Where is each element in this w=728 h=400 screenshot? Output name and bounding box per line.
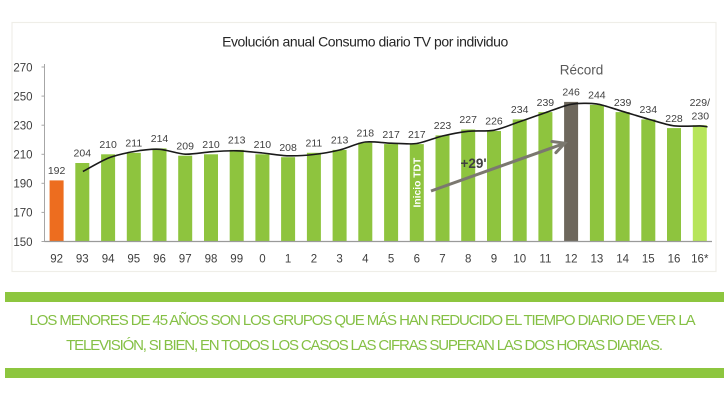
svg-text:97: 97	[179, 253, 192, 265]
svg-text:217: 217	[382, 129, 400, 141]
svg-text:16*: 16*	[691, 253, 709, 265]
svg-text:210: 210	[254, 139, 272, 151]
svg-text:230: 230	[692, 111, 710, 123]
svg-text:190: 190	[13, 179, 32, 191]
svg-text:96: 96	[153, 253, 166, 265]
svg-text:211: 211	[125, 138, 142, 150]
svg-text:0: 0	[259, 253, 265, 265]
svg-text:14: 14	[616, 253, 629, 265]
svg-text:246: 246	[562, 87, 580, 99]
svg-text:214: 214	[151, 133, 169, 145]
svg-text:209: 209	[176, 140, 194, 152]
svg-text:150: 150	[13, 237, 32, 249]
svg-text:9: 9	[491, 253, 497, 265]
svg-text:228: 228	[665, 113, 683, 125]
svg-text:210: 210	[202, 139, 220, 151]
svg-text:244: 244	[588, 90, 606, 102]
svg-text:210: 210	[13, 150, 32, 162]
svg-text:92: 92	[50, 253, 63, 265]
svg-text:204: 204	[74, 148, 92, 160]
svg-text:10: 10	[513, 253, 526, 265]
svg-text:4: 4	[362, 253, 369, 265]
svg-text:217: 217	[408, 129, 426, 141]
svg-text:234: 234	[511, 104, 529, 116]
svg-text:Inicio TDT: Inicio TDT	[413, 157, 424, 207]
svg-text:16: 16	[668, 253, 681, 265]
svg-text:94: 94	[102, 253, 115, 265]
svg-text:5: 5	[388, 253, 394, 265]
svg-text:6: 6	[414, 253, 420, 265]
svg-text:11: 11	[539, 253, 551, 265]
svg-text:7: 7	[439, 253, 445, 265]
svg-text:210: 210	[99, 139, 117, 151]
svg-text:Récord: Récord	[560, 62, 604, 77]
svg-text:192: 192	[48, 165, 66, 177]
svg-text:2: 2	[311, 253, 317, 265]
svg-text:239: 239	[537, 97, 555, 109]
svg-text:234: 234	[640, 104, 658, 116]
svg-text:208: 208	[279, 142, 297, 154]
svg-text:13: 13	[591, 253, 604, 265]
svg-text:+29': +29'	[460, 156, 486, 171]
svg-text:211: 211	[306, 138, 323, 150]
svg-text:12: 12	[565, 253, 578, 265]
svg-text:Evolución anual Consumo diario: Evolución anual Consumo diario TV por in…	[222, 34, 508, 50]
svg-text:229/: 229/	[690, 97, 711, 109]
svg-text:93: 93	[76, 253, 89, 265]
svg-text:15: 15	[642, 253, 655, 265]
svg-text:227: 227	[459, 114, 477, 126]
svg-text:1: 1	[285, 253, 291, 265]
svg-text:230: 230	[13, 121, 32, 133]
svg-text:170: 170	[13, 208, 32, 220]
svg-text:239: 239	[614, 97, 632, 109]
svg-text:218: 218	[357, 127, 375, 139]
svg-text:270: 270	[13, 62, 32, 74]
svg-text:99: 99	[230, 253, 243, 265]
svg-text:226: 226	[485, 116, 503, 128]
svg-text:8: 8	[465, 253, 471, 265]
svg-text:213: 213	[331, 135, 349, 147]
svg-text:98: 98	[205, 253, 218, 265]
svg-text:223: 223	[434, 120, 452, 132]
svg-text:3: 3	[336, 253, 342, 265]
svg-text:250: 250	[13, 91, 32, 103]
svg-text:95: 95	[127, 253, 140, 265]
svg-text:213: 213	[228, 135, 246, 147]
